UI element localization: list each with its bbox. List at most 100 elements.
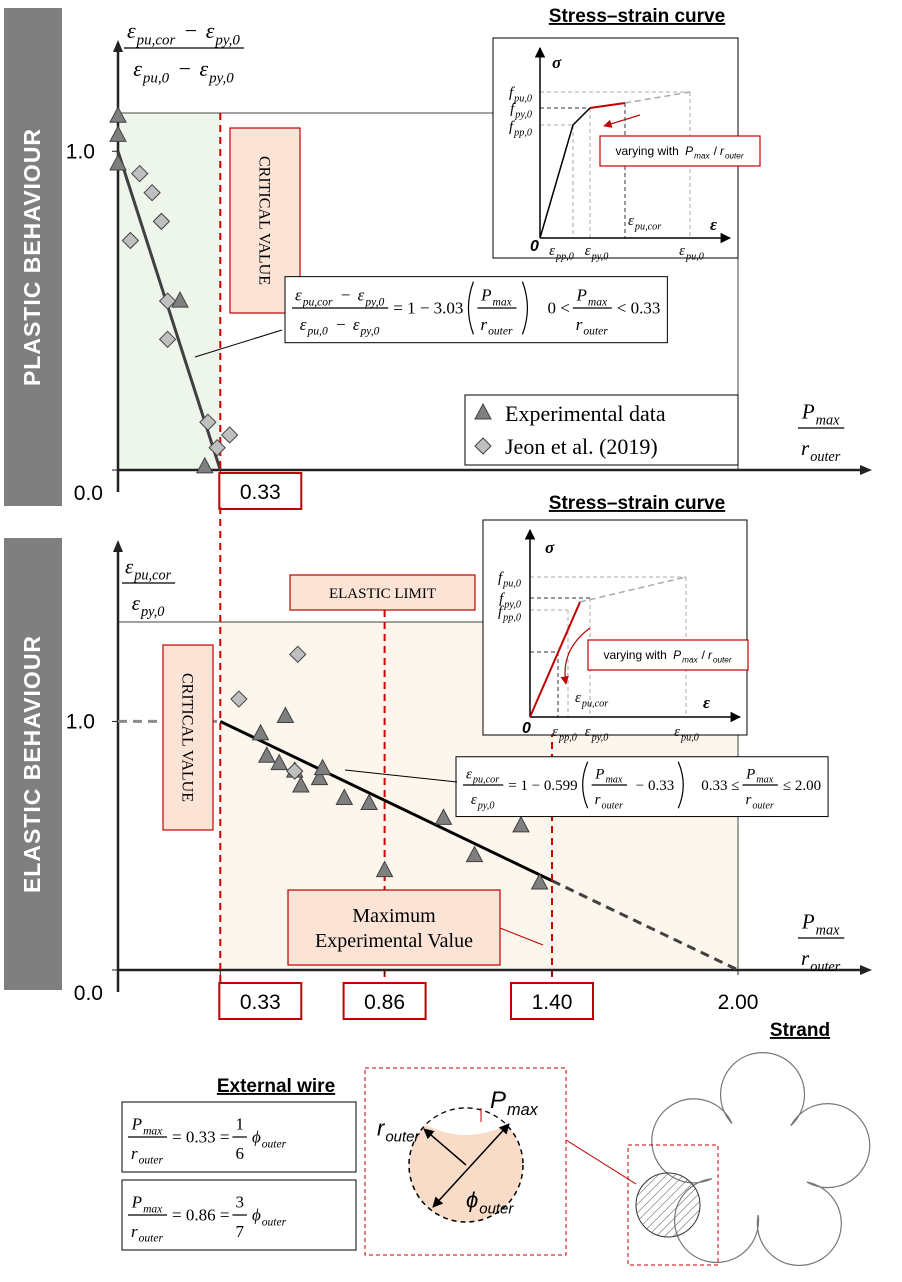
detail-link (565, 1139, 637, 1185)
chart: 0.0 1.0 CRITICAL VALUE ELASTIC LIMIT Maximum… (66, 493, 872, 1020)
math-subscript: py,0 (477, 801, 495, 812)
parenthesis (677, 761, 684, 809)
data-point (109, 106, 127, 123)
reference-label-box (287, 889, 501, 966)
data-point (434, 808, 453, 825)
math-subscript: outer (479, 1201, 514, 1218)
math-text: / (702, 648, 706, 662)
math-subscript: py,0 (364, 295, 384, 308)
math-text: 0 < (547, 299, 569, 318)
math-text: − (173, 56, 196, 81)
legend-box (464, 394, 739, 466)
math-symbol: P (490, 1087, 506, 1114)
math-symbol: P (685, 144, 693, 158)
math-subscript: pu,cor (133, 568, 171, 584)
math-subscript: outer (810, 449, 841, 465)
tick-box (218, 472, 303, 510)
strand-detail-frame (627, 1144, 719, 1266)
math-symbol: ε (206, 18, 215, 43)
fit-line (219, 720, 553, 883)
denominator: 7 (235, 1222, 244, 1241)
data-point (289, 645, 307, 664)
math-subscript: pp,0 (513, 127, 532, 138)
data-point (171, 291, 189, 308)
side-band (4, 538, 62, 990)
math-symbol: P (131, 1114, 142, 1133)
math-symbol: ϕ (466, 1187, 478, 1212)
math-subscript: py,0 (591, 732, 609, 743)
inset-arrow (560, 627, 591, 685)
math-symbol: P (480, 285, 491, 304)
math-subscript: max (605, 775, 622, 786)
reference-label-box (289, 574, 476, 611)
y-tick-label: 0.0 (74, 982, 103, 1005)
denominator: ε pu,0 − ε py,0 (133, 56, 234, 86)
x-tick-label: 0.86 (364, 991, 405, 1014)
math-symbol: ε (127, 18, 136, 43)
math-subscript: outer (752, 801, 774, 812)
math-symbol: P (131, 1192, 142, 1211)
math-subscript: py,0 (214, 32, 240, 48)
legend-marker (474, 437, 492, 455)
numerator: 3 (235, 1192, 244, 1211)
data-point (285, 762, 304, 780)
math-symbol: r (377, 1115, 386, 1140)
denominator: r outer (480, 315, 513, 338)
legend-label: Experimental data (505, 401, 666, 426)
math-symbol: ε (585, 724, 591, 740)
inset-cor-label: ε pu,cor (628, 213, 661, 232)
math-symbol: ε (199, 56, 208, 81)
denominator: r outer (131, 1222, 164, 1245)
data-point (313, 758, 332, 776)
stress-strain-curve (539, 107, 591, 239)
data-point (375, 860, 394, 878)
math-subscript: outer (810, 959, 841, 975)
reference-label: CRITICAL VALUE (255, 156, 272, 285)
data-point (143, 183, 161, 202)
equation: ε pu,cor − ε py,0ε pu,0 − ε py,0= 1 − 3.03P m… (292, 281, 660, 338)
math-symbol: f (498, 570, 504, 586)
math-symbol: P (801, 910, 815, 934)
note-box (587, 639, 749, 671)
math-symbol: ε (132, 591, 141, 615)
data-point (257, 746, 276, 763)
math-subscript: pu,cor (581, 698, 608, 709)
x-tick-label: 2.00 (718, 991, 759, 1014)
math-subscript: py,0 (360, 325, 380, 338)
data-point (360, 793, 378, 810)
data-point (158, 292, 177, 310)
data-point (230, 690, 248, 708)
math-text: = 0.86 = (172, 1206, 229, 1225)
math-subscript: outer (262, 1216, 287, 1229)
math-subscript: max (493, 295, 513, 308)
inset-y-label: f pu,0 (509, 85, 532, 104)
math-subscript: pp,0 (502, 612, 521, 623)
x-tick-label: 0.33 (240, 481, 281, 504)
data-point (220, 426, 239, 444)
data-point (152, 212, 171, 231)
math-symbol: ε (552, 724, 558, 740)
math-text: 1 (235, 1114, 244, 1133)
math-subscript: pu,0 (680, 732, 699, 743)
axis-arrow (860, 465, 872, 475)
math-symbol: ϕ (252, 1128, 261, 1147)
math-symbol: r (708, 648, 713, 662)
math-text: varying with (615, 144, 682, 158)
math-subscript: pu,0 (307, 325, 328, 338)
math-text: = 1 − 0.599 (508, 778, 577, 794)
parenthesis (521, 281, 529, 335)
axis-arrow (113, 540, 123, 552)
math-subscript: max (682, 655, 698, 664)
inset-y-label: f pu,0 (498, 570, 521, 589)
denominator: ε py,0 (471, 792, 495, 811)
